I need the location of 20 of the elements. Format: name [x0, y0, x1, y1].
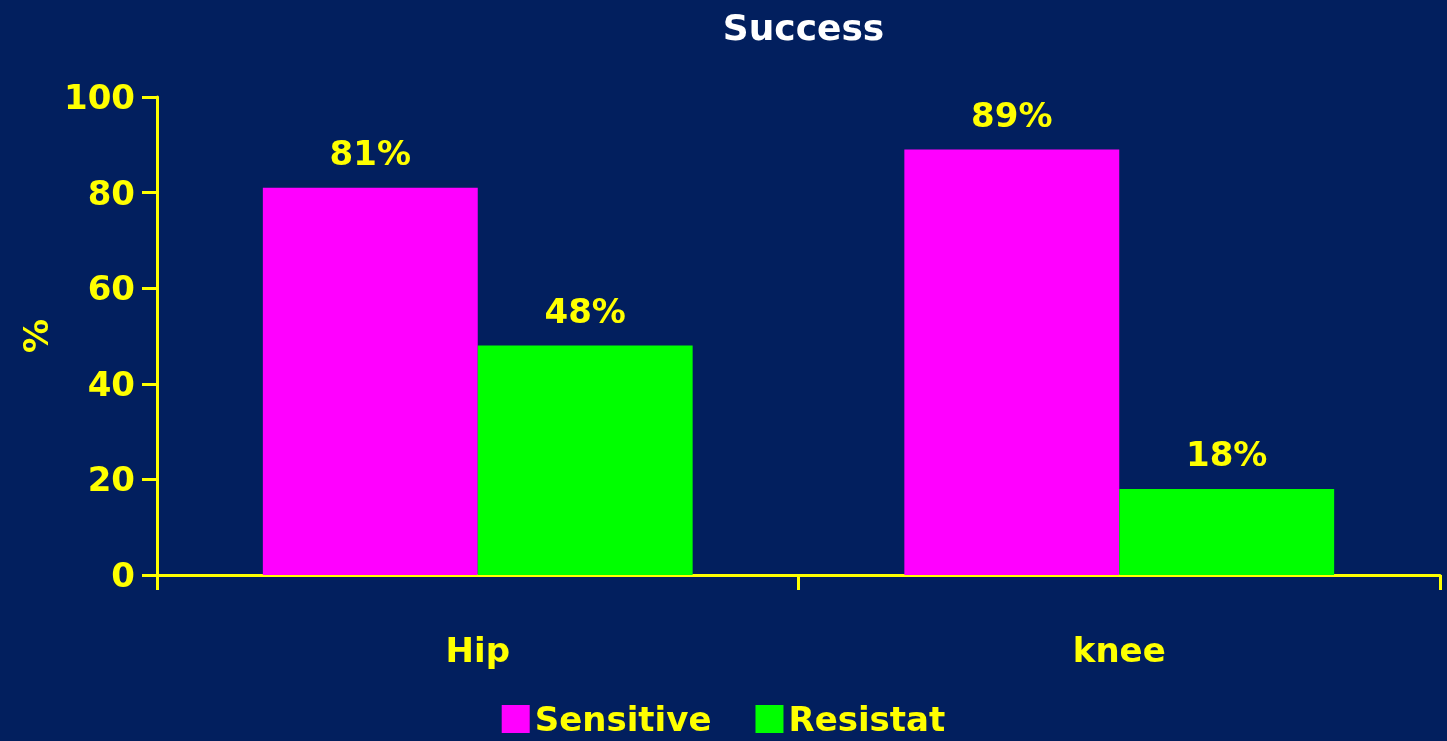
data-label: 18%: [1186, 433, 1268, 474]
bar: [262, 187, 478, 575]
y-tick-label: 20: [87, 459, 135, 500]
bar: [904, 149, 1120, 575]
x-tick-label: knee: [1072, 630, 1166, 670]
data-label: 48%: [544, 290, 626, 331]
y-tick-label: 40: [87, 363, 135, 404]
legend-label: Resistat: [788, 699, 946, 739]
bar: [1119, 488, 1335, 575]
bar: [477, 345, 693, 575]
chart-title: Success: [722, 6, 885, 48]
y-axis-title: %: [16, 318, 57, 354]
y-tick-label: 60: [87, 268, 135, 309]
x-tick-label: Hip: [445, 630, 510, 670]
y-tick-label: 100: [64, 77, 135, 117]
legend-label: Sensitive: [534, 699, 712, 739]
y-tick-label: 0: [111, 555, 135, 595]
data-label: 81%: [329, 132, 411, 173]
y-tick-label: 80: [87, 172, 135, 213]
data-label: 89%: [971, 94, 1053, 135]
